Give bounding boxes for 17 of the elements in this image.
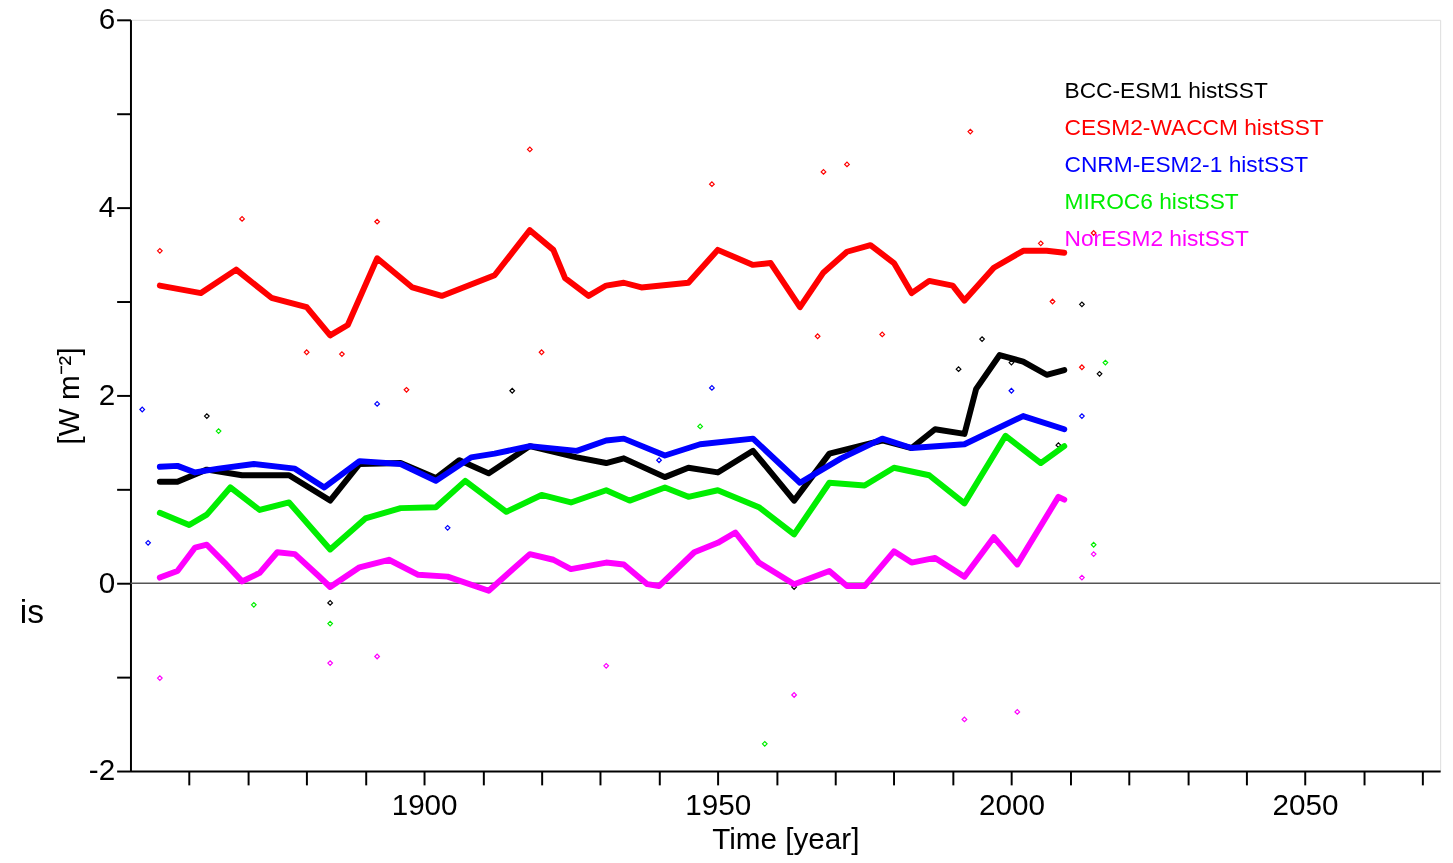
x-tick-label: 2000 [978, 788, 1045, 822]
x-tick-label: 1900 [391, 788, 458, 822]
y-tick-label: 6 [98, 2, 116, 36]
y-tick-label: 2 [98, 377, 116, 411]
x-tick-label: 2050 [1272, 788, 1339, 822]
y-axis-title: [W m⁻²] [51, 347, 85, 445]
x-tick-label: 1950 [685, 788, 752, 822]
text: CNRM-ESM2-1 histSST [1064, 151, 1309, 178]
text: is [19, 593, 45, 631]
text: CESM2-WACCM histSST [1064, 113, 1324, 140]
y-tick-label: 0 [98, 565, 116, 599]
text: MIROC6 histSST [1064, 188, 1239, 215]
text: BCC-ESM1 histSST [1064, 76, 1268, 103]
y-tick-label: -2 [88, 753, 116, 787]
y-tick-label: 4 [98, 190, 116, 224]
x-axis-title: Time [year] [712, 821, 860, 855]
text: NorESM2 histSST [1064, 225, 1249, 252]
